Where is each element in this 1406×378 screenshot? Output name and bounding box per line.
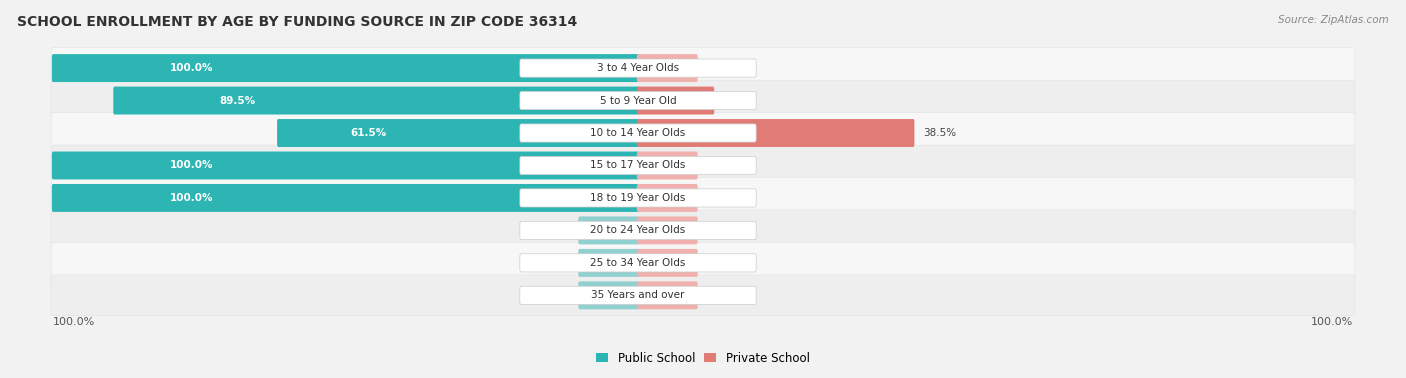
Text: 61.5%: 61.5%: [350, 128, 387, 138]
Text: 0.0%: 0.0%: [707, 161, 733, 170]
FancyBboxPatch shape: [637, 152, 697, 180]
Text: 0.0%: 0.0%: [543, 290, 569, 301]
FancyBboxPatch shape: [520, 156, 756, 175]
FancyBboxPatch shape: [637, 87, 714, 115]
Text: 3 to 4 Year Olds: 3 to 4 Year Olds: [598, 63, 679, 73]
Text: 100.0%: 100.0%: [170, 161, 214, 170]
Text: 100.0%: 100.0%: [1310, 317, 1353, 327]
FancyBboxPatch shape: [578, 249, 640, 277]
FancyBboxPatch shape: [520, 286, 756, 304]
FancyBboxPatch shape: [51, 178, 1355, 218]
FancyBboxPatch shape: [52, 54, 640, 82]
Text: 38.5%: 38.5%: [924, 128, 956, 138]
Text: 35 Years and over: 35 Years and over: [592, 290, 685, 301]
Text: 0.0%: 0.0%: [707, 193, 733, 203]
FancyBboxPatch shape: [114, 87, 640, 115]
Text: 20 to 24 Year Olds: 20 to 24 Year Olds: [591, 225, 686, 235]
FancyBboxPatch shape: [578, 281, 640, 309]
FancyBboxPatch shape: [51, 242, 1355, 284]
FancyBboxPatch shape: [578, 217, 640, 244]
FancyBboxPatch shape: [51, 275, 1355, 316]
FancyBboxPatch shape: [52, 184, 640, 212]
FancyBboxPatch shape: [520, 91, 756, 110]
Text: 0.0%: 0.0%: [543, 258, 569, 268]
FancyBboxPatch shape: [637, 54, 697, 82]
Text: 10 to 14 Year Olds: 10 to 14 Year Olds: [591, 128, 686, 138]
FancyBboxPatch shape: [637, 249, 697, 277]
Text: 10.5%: 10.5%: [724, 96, 756, 105]
FancyBboxPatch shape: [51, 48, 1355, 88]
FancyBboxPatch shape: [51, 80, 1355, 121]
Text: 89.5%: 89.5%: [219, 96, 256, 105]
Legend: Public School, Private School: Public School, Private School: [596, 352, 810, 365]
Text: 0.0%: 0.0%: [707, 63, 733, 73]
FancyBboxPatch shape: [277, 119, 640, 147]
Text: 25 to 34 Year Olds: 25 to 34 Year Olds: [591, 258, 686, 268]
Text: 5 to 9 Year Old: 5 to 9 Year Old: [600, 96, 676, 105]
Text: 100.0%: 100.0%: [53, 317, 96, 327]
FancyBboxPatch shape: [52, 152, 640, 180]
FancyBboxPatch shape: [520, 221, 756, 240]
FancyBboxPatch shape: [51, 210, 1355, 251]
FancyBboxPatch shape: [520, 124, 756, 142]
Text: 0.0%: 0.0%: [707, 290, 733, 301]
FancyBboxPatch shape: [520, 59, 756, 77]
FancyBboxPatch shape: [637, 281, 697, 309]
Text: 18 to 19 Year Olds: 18 to 19 Year Olds: [591, 193, 686, 203]
Text: Source: ZipAtlas.com: Source: ZipAtlas.com: [1278, 15, 1389, 25]
Text: SCHOOL ENROLLMENT BY AGE BY FUNDING SOURCE IN ZIP CODE 36314: SCHOOL ENROLLMENT BY AGE BY FUNDING SOUR…: [17, 15, 576, 29]
FancyBboxPatch shape: [51, 145, 1355, 186]
Text: 100.0%: 100.0%: [170, 193, 214, 203]
Text: 0.0%: 0.0%: [707, 225, 733, 235]
Text: 0.0%: 0.0%: [543, 225, 569, 235]
FancyBboxPatch shape: [637, 217, 697, 244]
FancyBboxPatch shape: [637, 184, 697, 212]
FancyBboxPatch shape: [520, 254, 756, 272]
Text: 0.0%: 0.0%: [707, 258, 733, 268]
Text: 15 to 17 Year Olds: 15 to 17 Year Olds: [591, 161, 686, 170]
FancyBboxPatch shape: [520, 189, 756, 207]
Text: 100.0%: 100.0%: [170, 63, 214, 73]
FancyBboxPatch shape: [637, 119, 914, 147]
FancyBboxPatch shape: [51, 113, 1355, 153]
